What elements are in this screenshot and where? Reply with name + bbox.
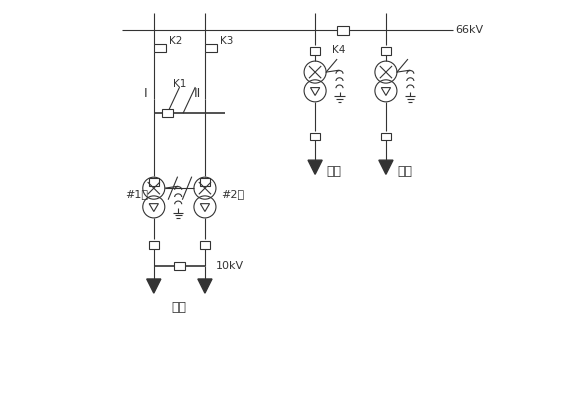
Bar — [381, 132, 391, 140]
Polygon shape — [308, 160, 322, 174]
Polygon shape — [379, 160, 393, 174]
Bar — [174, 263, 185, 270]
Text: K4: K4 — [332, 45, 345, 55]
Bar — [310, 132, 320, 140]
Text: K1: K1 — [173, 79, 186, 89]
Text: 甲变: 甲变 — [172, 301, 187, 314]
Text: 66kV: 66kV — [455, 25, 483, 36]
Bar — [162, 109, 173, 117]
Bar — [149, 178, 159, 186]
Bar — [310, 47, 320, 55]
Text: #1变: #1变 — [125, 189, 149, 199]
Bar — [200, 241, 210, 249]
Bar — [149, 241, 159, 249]
Bar — [337, 26, 349, 35]
Text: K2: K2 — [168, 36, 182, 46]
Bar — [154, 44, 166, 52]
Text: K3: K3 — [220, 36, 233, 46]
Bar — [381, 47, 391, 55]
Text: I: I — [144, 87, 147, 100]
Text: II: II — [194, 87, 201, 100]
Bar — [200, 178, 210, 186]
Text: 乙变: 乙变 — [326, 166, 341, 178]
Polygon shape — [147, 279, 161, 293]
Text: #2变: #2变 — [222, 189, 245, 199]
Bar — [205, 44, 217, 52]
Text: 丙变: 丙变 — [397, 166, 412, 178]
Polygon shape — [198, 279, 212, 293]
Text: 10kV: 10kV — [216, 261, 244, 271]
